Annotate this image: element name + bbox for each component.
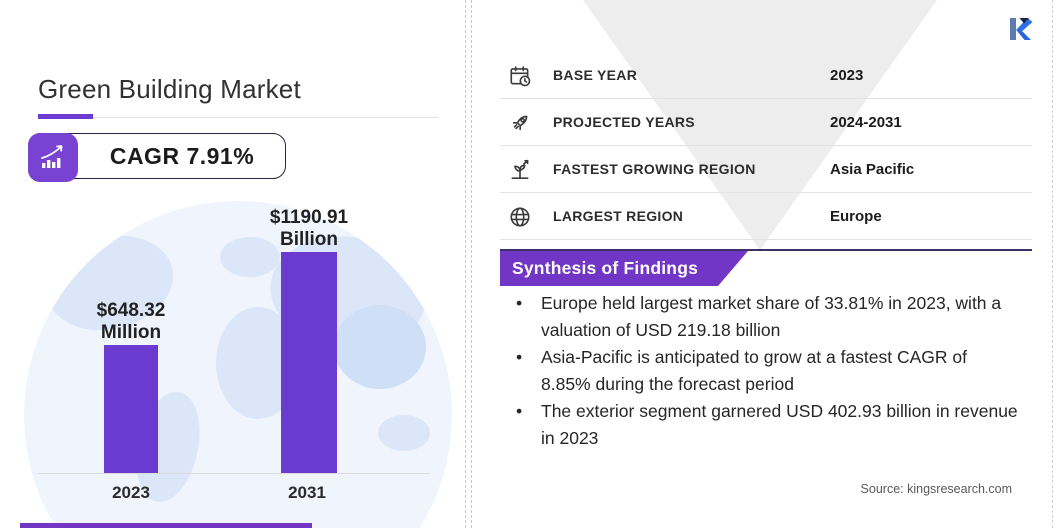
chart-baseline	[38, 473, 430, 474]
cagr-badge: CAGR 7.91%	[27, 132, 286, 182]
findings-banner: Synthesis of Findings	[500, 251, 748, 286]
kings-research-k-logo	[1010, 18, 1033, 40]
finding-bullet: Europe held largest market share of 33.8…	[505, 290, 1021, 343]
title-rule-accent	[38, 114, 93, 119]
globe-icon	[510, 207, 530, 227]
rocket-icon	[512, 115, 528, 131]
fact-row-largest-region: LARGEST REGION Europe	[500, 193, 1032, 240]
bar-value-label-2023: $648.32 Million	[96, 300, 166, 343]
fact-value: Europe	[830, 208, 882, 225]
findings-top-line	[500, 249, 1032, 251]
finding-bullet: The exterior segment garnered USD 402.93…	[505, 398, 1021, 451]
fact-row-base-year: BASE YEAR 2023	[500, 52, 1032, 99]
fact-value: 2024-2031	[830, 114, 902, 131]
panel-divider-dashed-line	[465, 0, 466, 528]
findings-list: Europe held largest market share of 33.8…	[505, 290, 1020, 452]
bottom-accent-bar	[20, 523, 312, 528]
fact-label: FASTEST GROWING REGION	[553, 161, 756, 177]
cagr-value: CAGR 7.91%	[109, 142, 255, 169]
axis-label-2023: 2023	[112, 483, 150, 502]
title-rule	[38, 117, 438, 118]
finding-bullet: Asia-Pacific is anticipated to grow at a…	[505, 344, 1021, 397]
growth-icon	[511, 159, 529, 179]
axis-label-2031: 2031	[288, 483, 326, 502]
fact-value: 2023	[830, 67, 864, 84]
fact-label: PROJECTED YEARS	[553, 114, 695, 130]
world-map-watermark	[24, 201, 452, 528]
facts-table: BASE YEAR 2023 PROJECTED YEARS 2024-2031…	[500, 52, 1032, 240]
fact-label: LARGEST REGION	[553, 208, 684, 224]
findings-title: Synthesis of Findings	[512, 258, 699, 278]
source-note: Source: kingsresearch.com	[860, 482, 1012, 496]
fact-label: BASE YEAR	[553, 67, 638, 83]
fact-value: Asia Pacific	[830, 161, 915, 178]
panel-divider-dashed-line-2	[471, 0, 472, 528]
page-title: Green Building Market	[38, 74, 301, 104]
right-edge-dashed-line	[1052, 0, 1053, 528]
calendar-icon	[510, 66, 531, 87]
bar-2031	[281, 252, 337, 473]
bar-value-label-2031: $1190.91 Billion	[269, 207, 349, 250]
bar-2023	[104, 345, 158, 473]
growth-chart-icon	[27, 132, 78, 182]
fact-row-projected-years: PROJECTED YEARS 2024-2031	[500, 99, 1032, 146]
fact-row-fastest-growing-region: FASTEST GROWING REGION Asia Pacific	[500, 146, 1032, 193]
